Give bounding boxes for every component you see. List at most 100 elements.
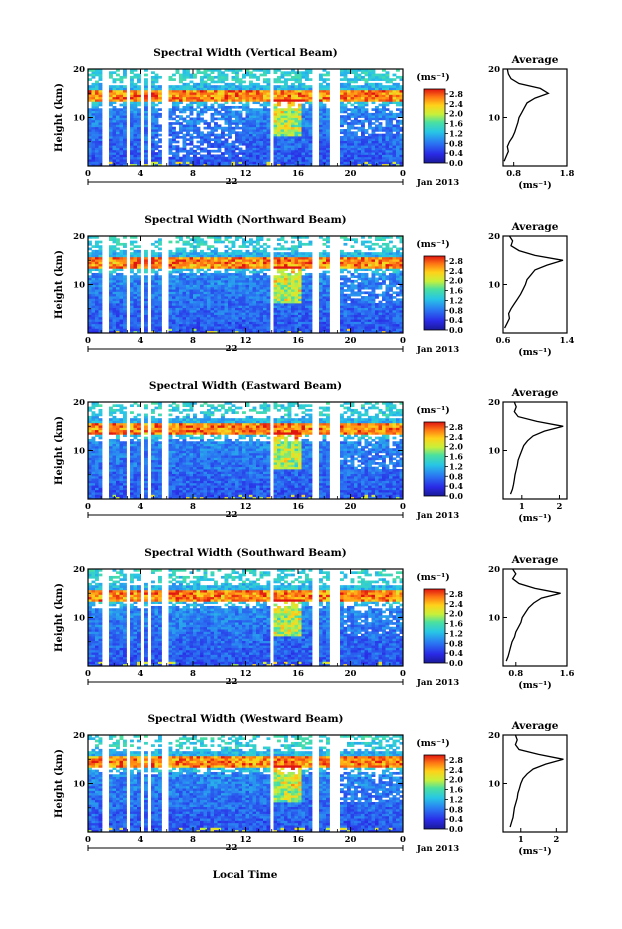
average-title: Average <box>511 221 559 233</box>
panel-title: Spectral Width (Westward Beam) <box>147 713 343 725</box>
heatmap-cells <box>88 735 404 833</box>
date-label: Jan 2013 <box>416 844 459 854</box>
colorbar-tick-label: 0.4 <box>449 814 463 824</box>
avg-x-tick-label: 1 <box>518 835 524 845</box>
date-label: Jan 2013 <box>416 345 459 355</box>
colorbar-unit: (ms⁻¹) <box>416 72 450 83</box>
y-tick-label: 10 <box>73 114 85 124</box>
average-xlabel: (ms⁻¹) <box>518 513 552 524</box>
heatmap-cells <box>88 69 404 167</box>
colorbar-tick-label: 0.4 <box>449 481 463 491</box>
x-tick-label: 12 <box>240 835 252 845</box>
colorbar <box>423 88 446 164</box>
avg-x-tick-label: 0.8 <box>508 669 523 679</box>
panel-title: Spectral Width (Northward Beam) <box>144 214 346 226</box>
colorbar <box>423 421 446 497</box>
day-label: 22 <box>226 510 238 520</box>
x-tick-label: 4 <box>138 336 144 346</box>
panel-title: Spectral Width (Eastward Beam) <box>149 380 342 392</box>
panel-title: Spectral Width (Vertical Beam) <box>153 47 337 59</box>
colorbar-tick-label: 0.8 <box>449 471 463 481</box>
y-axis-label: Height (km) <box>54 416 65 485</box>
colorbar-tick-label: 0.8 <box>449 638 463 648</box>
colorbar-tick-label: 2.0 <box>449 609 463 619</box>
colorbar-tick-label: 2.4 <box>449 266 463 276</box>
colorbar-tick-label: 2.4 <box>449 599 463 609</box>
avg-x-tick-label: 1.4 <box>560 336 575 346</box>
x-tick-label: 12 <box>240 502 252 512</box>
colorbar <box>423 588 446 664</box>
colorbar-tick-label: 2.0 <box>449 442 463 452</box>
date-label: Jan 2013 <box>416 178 459 188</box>
y-axis-label: Height (km) <box>54 83 65 152</box>
y-axis-label: Height (km) <box>54 250 65 319</box>
colorbar-tick-label: 1.6 <box>449 119 463 129</box>
avg-y-tick-label: 10 <box>488 614 500 624</box>
colorbar-tick-label: 2.4 <box>449 432 463 442</box>
y-tick-label: 20 <box>73 65 85 75</box>
avg-x-tick-label: 0.8 <box>506 169 521 179</box>
colorbar-tick-label: 1.2 <box>449 128 463 138</box>
xlabel: Local Time <box>213 869 278 881</box>
avg-x-tick-label: 2 <box>557 502 563 512</box>
x-tick-label: 16 <box>292 669 304 679</box>
x-tick-label: 4 <box>138 669 144 679</box>
day-label: 22 <box>226 344 238 354</box>
y-tick-label: 10 <box>73 281 85 291</box>
colorbar-tick-label: 0.4 <box>449 648 463 658</box>
x-tick-label: 8 <box>190 336 196 346</box>
average-profile-line <box>504 235 564 329</box>
average-title: Average <box>511 720 559 732</box>
colorbar-tick-label: 0.4 <box>449 148 463 158</box>
x-tick-label: 16 <box>292 169 304 179</box>
average-xlabel: (ms⁻¹) <box>518 680 552 691</box>
x-tick-label: 0 <box>400 669 406 679</box>
x-tick-label: 8 <box>190 169 196 179</box>
colorbar-tick-label: 0.0 <box>449 824 463 834</box>
panel-2: Spectral Width (Northward Beam) 0 4 8 12 16 20… <box>54 214 574 358</box>
x-tick-label: 8 <box>190 502 196 512</box>
heatmap-cells <box>88 236 404 334</box>
date-label: Jan 2013 <box>416 678 459 688</box>
date-label: Jan 2013 <box>416 511 459 521</box>
colorbar-tick-label: 0.8 <box>449 138 463 148</box>
x-tick-label: 8 <box>190 835 196 845</box>
colorbar-tick-label: 0.0 <box>449 325 463 335</box>
colorbar <box>423 255 446 331</box>
colorbar-tick-label: 2.0 <box>449 775 463 785</box>
x-tick-label: 8 <box>190 669 196 679</box>
y-tick-label: 10 <box>73 447 85 457</box>
colorbar-tick-label: 2.8 <box>449 89 463 99</box>
average-title: Average <box>511 554 559 566</box>
avg-y-tick-label: 20 <box>488 398 500 408</box>
x-tick-label: 12 <box>240 169 252 179</box>
x-tick-label: 20 <box>345 169 357 179</box>
y-tick-label: 20 <box>73 731 85 741</box>
colorbar-tick-label: 2.0 <box>449 109 463 119</box>
avg-x-tick-label: 0.6 <box>496 336 511 346</box>
x-tick-label: 4 <box>138 502 144 512</box>
colorbar-tick-label: 1.2 <box>449 628 463 638</box>
avg-y-tick-label: 20 <box>488 565 500 575</box>
x-tick-label: 0 <box>400 336 406 346</box>
average-xlabel: (ms⁻¹) <box>518 180 552 191</box>
colorbar-tick-label: 2.8 <box>449 256 463 266</box>
colorbar-tick-label: 0.0 <box>449 491 463 501</box>
x-tick-label: 20 <box>345 669 357 679</box>
colorbar-tick-label: 0.8 <box>449 305 463 315</box>
x-tick-label: 16 <box>292 835 304 845</box>
avg-y-tick-label: 20 <box>488 731 500 741</box>
y-tick-label: 10 <box>73 614 85 624</box>
colorbar-tick-label: 1.2 <box>449 794 463 804</box>
colorbar-tick-label: 2.8 <box>449 589 463 599</box>
x-tick-label: 12 <box>240 669 252 679</box>
colorbar-unit: (ms⁻¹) <box>416 239 450 250</box>
colorbar-tick-label: 2.4 <box>449 765 463 775</box>
colorbar-tick-label: 0.0 <box>449 158 463 168</box>
colorbar-tick-label: 2.8 <box>449 755 463 765</box>
average-frame <box>502 235 568 334</box>
avg-x-tick-label: 1 <box>519 502 525 512</box>
y-axis-label: Height (km) <box>54 583 65 652</box>
avg-y-tick-label: 20 <box>488 232 500 242</box>
